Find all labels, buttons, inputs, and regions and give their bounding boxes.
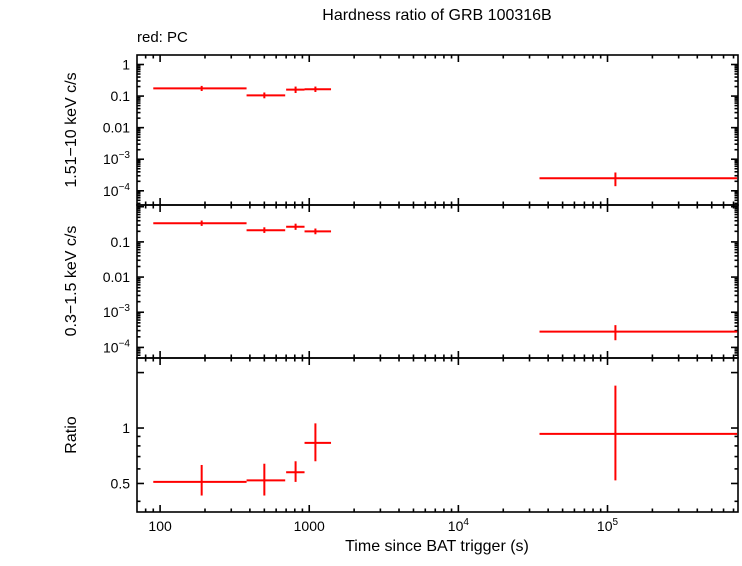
mode-annotation: red: PC [137,29,188,46]
y-axis-label-soft-band: 0.3−1.5 keV c/s [63,226,80,337]
y-axis-label-ratio: Ratio [63,416,80,453]
tick-label: 10−3 [103,150,130,167]
tick-label: 100 [148,518,172,534]
panels-layer: 1 0.1 0.01 10−3 10−4 0.1 0.01 10−3 10−4 1 0.5 100 10… [103,54,739,534]
tick-label: 10−3 [103,303,130,320]
panel-frame [136,204,739,359]
tick-label: 10−4 [103,338,130,355]
tick-label: 1000 [294,518,325,534]
y-axis-label-hard-band: 1.51−10 keV c/s [63,72,80,187]
tick-label: 10−4 [103,182,130,199]
tick-label: 0.1 [111,234,131,250]
tick-label: 1 [122,420,130,436]
tick-label: 0.5 [111,475,131,491]
tick-label: 1 [122,57,130,73]
panel-frame [136,357,739,513]
tick-label: 0.1 [111,88,131,104]
tick-label: 104 [448,517,470,534]
tick-label: 0.01 [103,120,130,136]
panel-frame [136,54,739,206]
tick-label: 105 [597,517,619,534]
x-axis-label: Time since BAT trigger (s) [345,538,529,555]
chart-title: Hardness ratio of GRB 100316B [322,7,551,24]
tick-label: 0.01 [103,269,130,285]
